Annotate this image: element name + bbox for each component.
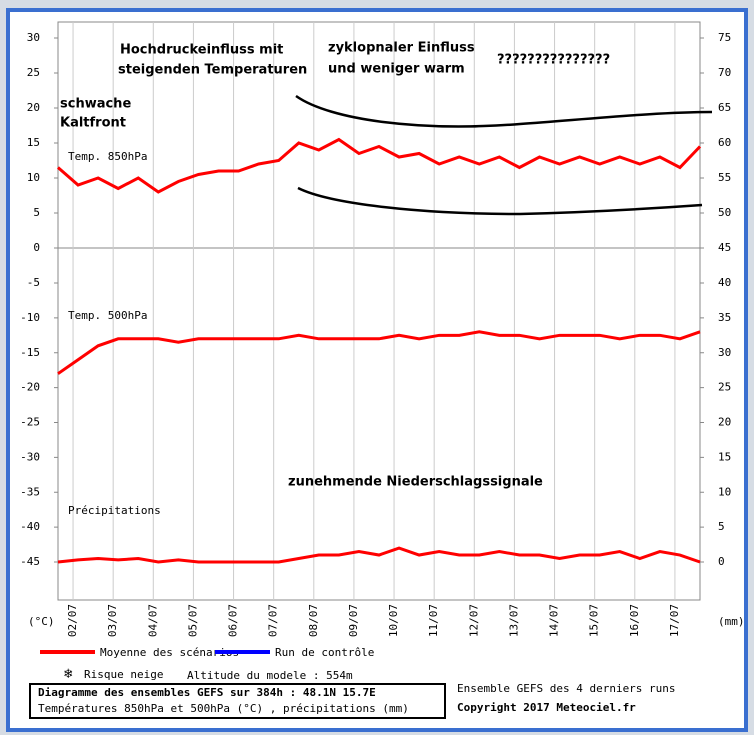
y-tick-label: -25 bbox=[20, 416, 40, 429]
x-tick-label: 05/07 bbox=[186, 604, 199, 637]
y-tick-label: -30 bbox=[20, 450, 40, 463]
y-tick-label: -15 bbox=[20, 346, 40, 359]
copyright: Copyright 2017 Meteociel.fr bbox=[457, 701, 636, 714]
x-tick-label: 07/07 bbox=[267, 604, 280, 637]
snow-icon: ❄ bbox=[64, 666, 73, 682]
y2-tick-label: 35 bbox=[718, 311, 731, 324]
y2-tick-label: 50 bbox=[718, 206, 731, 219]
y2-tick-label: 70 bbox=[718, 66, 731, 79]
y-tick-label: -45 bbox=[20, 555, 40, 568]
altitude: Altitude du modele : 554m bbox=[187, 669, 353, 682]
annotation: Hochdruckeinfluss mit bbox=[120, 43, 283, 58]
y2-tick-label: 5 bbox=[718, 520, 725, 533]
snow-label: Risque neige bbox=[84, 668, 163, 681]
y-tick-label: -10 bbox=[20, 311, 40, 324]
annotation: zunehmende Niederschlagssignale bbox=[288, 475, 543, 490]
runs-note: Ensemble GEFS des 4 derniers runs bbox=[457, 682, 676, 695]
y2-tick-label: 20 bbox=[718, 416, 731, 429]
series-line bbox=[57, 546, 701, 564]
series-line bbox=[57, 330, 701, 375]
x-tick-label: 15/07 bbox=[588, 604, 601, 637]
y2-tick-label: 65 bbox=[718, 101, 731, 114]
y2-tick-label: 0 bbox=[718, 555, 725, 568]
y2-tick-label: 75 bbox=[718, 31, 731, 44]
legend-label: Run de contrôle bbox=[275, 646, 374, 659]
y2-tick-label: 30 bbox=[718, 346, 731, 359]
y2-tick-label: 40 bbox=[718, 276, 731, 289]
series-line bbox=[57, 137, 702, 194]
x-tick-label: 10/07 bbox=[387, 604, 400, 637]
panel-label: Temp. 850hPa bbox=[68, 150, 147, 163]
y-tick-label: 15 bbox=[27, 136, 40, 149]
x-tick-label: 11/07 bbox=[427, 604, 440, 637]
y-tick-label: -5 bbox=[27, 276, 40, 289]
y2-tick-label: 55 bbox=[718, 171, 731, 184]
x-tick-label: 04/07 bbox=[146, 604, 159, 637]
axis-unit: (mm) bbox=[718, 615, 745, 628]
y2-tick-label: 25 bbox=[718, 381, 731, 394]
y-tick-label: -40 bbox=[20, 520, 40, 533]
x-tick-label: 02/07 bbox=[66, 604, 79, 637]
annotation: ??????????????? bbox=[497, 53, 610, 68]
annotation: Kaltfront bbox=[60, 116, 126, 131]
upper-envelope bbox=[295, 94, 713, 128]
footer-box bbox=[29, 683, 446, 719]
x-tick-label: 17/07 bbox=[668, 604, 681, 637]
y2-tick-label: 60 bbox=[718, 136, 731, 149]
y2-tick-label: 15 bbox=[718, 450, 731, 463]
x-tick-label: 09/07 bbox=[347, 604, 360, 637]
y-tick-label: 20 bbox=[27, 101, 40, 114]
y-tick-label: 10 bbox=[27, 171, 40, 184]
annotation: steigenden Temperaturen bbox=[118, 63, 307, 78]
y-tick-label: 5 bbox=[33, 206, 40, 219]
axis-unit: (°C) bbox=[28, 615, 55, 628]
y2-tick-label: 45 bbox=[718, 241, 731, 254]
x-tick-label: 12/07 bbox=[467, 604, 480, 637]
x-tick-label: 06/07 bbox=[227, 604, 240, 637]
x-tick-label: 16/07 bbox=[628, 604, 641, 637]
y2-tick-label: 10 bbox=[718, 485, 731, 498]
x-tick-label: 03/07 bbox=[106, 604, 119, 637]
footer-title: Diagramme des ensembles GEFS sur 384h : … bbox=[38, 686, 376, 699]
y-tick-label: 25 bbox=[27, 66, 40, 79]
y-tick-label: 0 bbox=[33, 241, 40, 254]
y-tick-label: -20 bbox=[20, 381, 40, 394]
y-tick-label: -35 bbox=[20, 485, 40, 498]
y-tick-label: 30 bbox=[27, 31, 40, 44]
annotation: schwache bbox=[60, 97, 131, 112]
legend-label: Moyenne des scénarios bbox=[100, 646, 239, 659]
x-tick-label: 13/07 bbox=[507, 604, 520, 637]
x-tick-label: 08/07 bbox=[307, 604, 320, 637]
annotation: zyklopnaler Einfluss bbox=[328, 41, 475, 56]
panel-label: Temp. 500hPa bbox=[68, 309, 147, 322]
lower-envelope bbox=[297, 186, 703, 216]
x-tick-label: 14/07 bbox=[548, 604, 561, 637]
footer-subtitle: Températures 850hPa et 500hPa (°C) , pré… bbox=[38, 702, 409, 715]
annotation: und weniger warm bbox=[328, 62, 465, 77]
panel-label: Précipitations bbox=[68, 504, 161, 517]
